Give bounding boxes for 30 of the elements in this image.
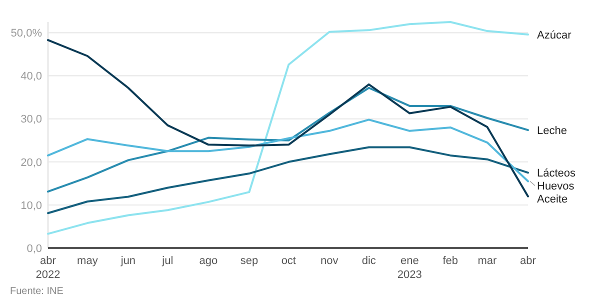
series-label: Lácteos bbox=[537, 168, 576, 180]
x-tick-label: oct bbox=[281, 255, 296, 267]
x-tick-label: jun bbox=[120, 255, 136, 267]
series-label: Azúcar bbox=[537, 29, 572, 42]
x-tick-label: feb bbox=[442, 255, 458, 267]
x-tick-label: mar bbox=[478, 255, 498, 267]
x-tick-label: nov bbox=[320, 255, 339, 267]
line-series bbox=[47, 86, 529, 193]
y-tick-label: 10,0 bbox=[20, 200, 42, 212]
line-series bbox=[47, 146, 529, 214]
x-tick-label: abr bbox=[520, 255, 536, 267]
y-tick-label: 40,0 bbox=[20, 70, 42, 83]
line-series bbox=[47, 39, 529, 198]
y-tick-label: 20,0 bbox=[20, 156, 42, 169]
x-tick-label: ene 2023 bbox=[397, 255, 422, 281]
x-tick-label: ago bbox=[199, 255, 218, 267]
x-tick-label: dic bbox=[362, 255, 376, 267]
series-label: Leche bbox=[537, 124, 567, 137]
series-label: Aceite bbox=[537, 194, 568, 206]
x-tick-label: may bbox=[77, 255, 98, 267]
line-series bbox=[47, 21, 529, 235]
x-tick-label: jul bbox=[161, 255, 174, 267]
x-tick-label: abr 2022 bbox=[36, 255, 60, 281]
y-tick-label: 0,0 bbox=[26, 242, 42, 255]
series-label: Huevos bbox=[537, 180, 575, 193]
y-tick-label: 50,0% bbox=[10, 28, 42, 40]
source-note: Fuente: INE bbox=[10, 286, 64, 297]
line-series bbox=[47, 118, 529, 182]
y-tick-label: 30,0 bbox=[20, 114, 42, 126]
x-tick-label: sep bbox=[240, 255, 258, 267]
